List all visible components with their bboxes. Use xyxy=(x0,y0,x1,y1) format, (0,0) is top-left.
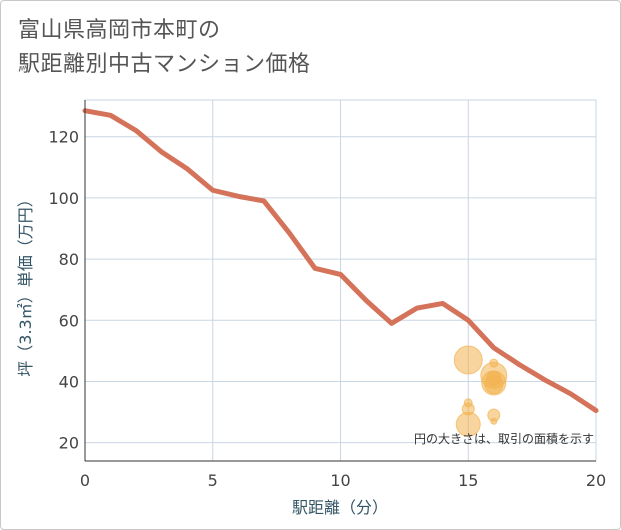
y-tick-label: 100 xyxy=(48,189,79,208)
x-tick-label: 10 xyxy=(330,471,350,490)
x-tick-label: 0 xyxy=(80,471,90,490)
chart-title-line-1: 富山県高岡市本町の xyxy=(18,18,221,43)
grid-lines xyxy=(84,99,597,462)
bubble-point xyxy=(489,358,499,368)
chart-title: 富山県高岡市本町の 駅距離別中古マンション価格 xyxy=(18,14,311,82)
x-tick-label: 15 xyxy=(458,471,478,490)
x-tick-label: 5 xyxy=(208,471,218,490)
x-tick-label: 20 xyxy=(586,471,606,490)
x-axis-title: 駅距離（分） xyxy=(292,498,388,517)
bubble-point xyxy=(463,398,473,408)
bubble-size-note: 円の大きさは、取引の面積を示す xyxy=(414,431,594,446)
y-axis-title: 坪（3.3㎡）単価（万円） xyxy=(16,191,35,376)
y-tick-label: 120 xyxy=(48,128,79,147)
tick-labels: 0 5 10 15 20 20 40 60 80 100 120 xyxy=(48,128,606,490)
price-line xyxy=(82,108,599,414)
axes xyxy=(84,100,596,462)
y-tick-label: 40 xyxy=(59,372,79,391)
y-tick-label: 60 xyxy=(59,311,79,330)
y-tick-label: 80 xyxy=(59,250,79,269)
line-series xyxy=(82,108,599,414)
y-tick-label: 20 xyxy=(59,434,79,453)
bubble-series xyxy=(453,345,508,437)
chart-title-line-2: 駅距離別中古マンション価格 xyxy=(18,52,311,77)
bubble-point xyxy=(490,417,498,425)
bubble-point xyxy=(453,345,483,375)
bubble-point xyxy=(486,370,502,386)
